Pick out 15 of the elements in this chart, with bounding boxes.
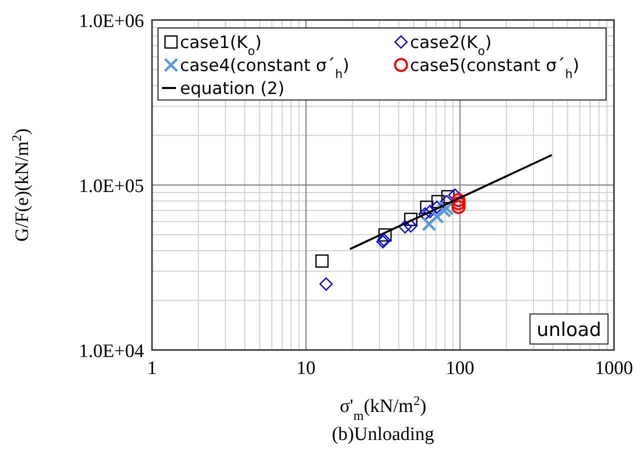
text: (b)Unloading xyxy=(332,424,435,445)
y-tick-label: 1.0E+05 xyxy=(78,176,144,197)
x-tick-label: 1000 xyxy=(595,358,633,379)
y-tick-label: 1.0E+06 xyxy=(78,11,144,32)
legend-label: case1(K$_{o}$) xyxy=(180,33,262,58)
y-tick-label: 1.0E+04 xyxy=(78,341,144,362)
x-tick-label: 1 xyxy=(147,358,157,379)
legend-label: case5(constant σ´$_{h}$) xyxy=(410,56,580,81)
legend-label: case2(K$_{o}$) xyxy=(410,33,492,58)
legend-label: case4(constant σ´$_{h}$) xyxy=(180,56,350,81)
x-axis-title: σ'$_{m}$(kN/m$^{2}$) xyxy=(340,392,426,422)
legend-label: equation (2) xyxy=(180,79,284,99)
annotation: unload xyxy=(536,319,602,341)
x-tick-label: 100 xyxy=(446,358,474,379)
x-tick-label: 10 xyxy=(296,358,316,379)
